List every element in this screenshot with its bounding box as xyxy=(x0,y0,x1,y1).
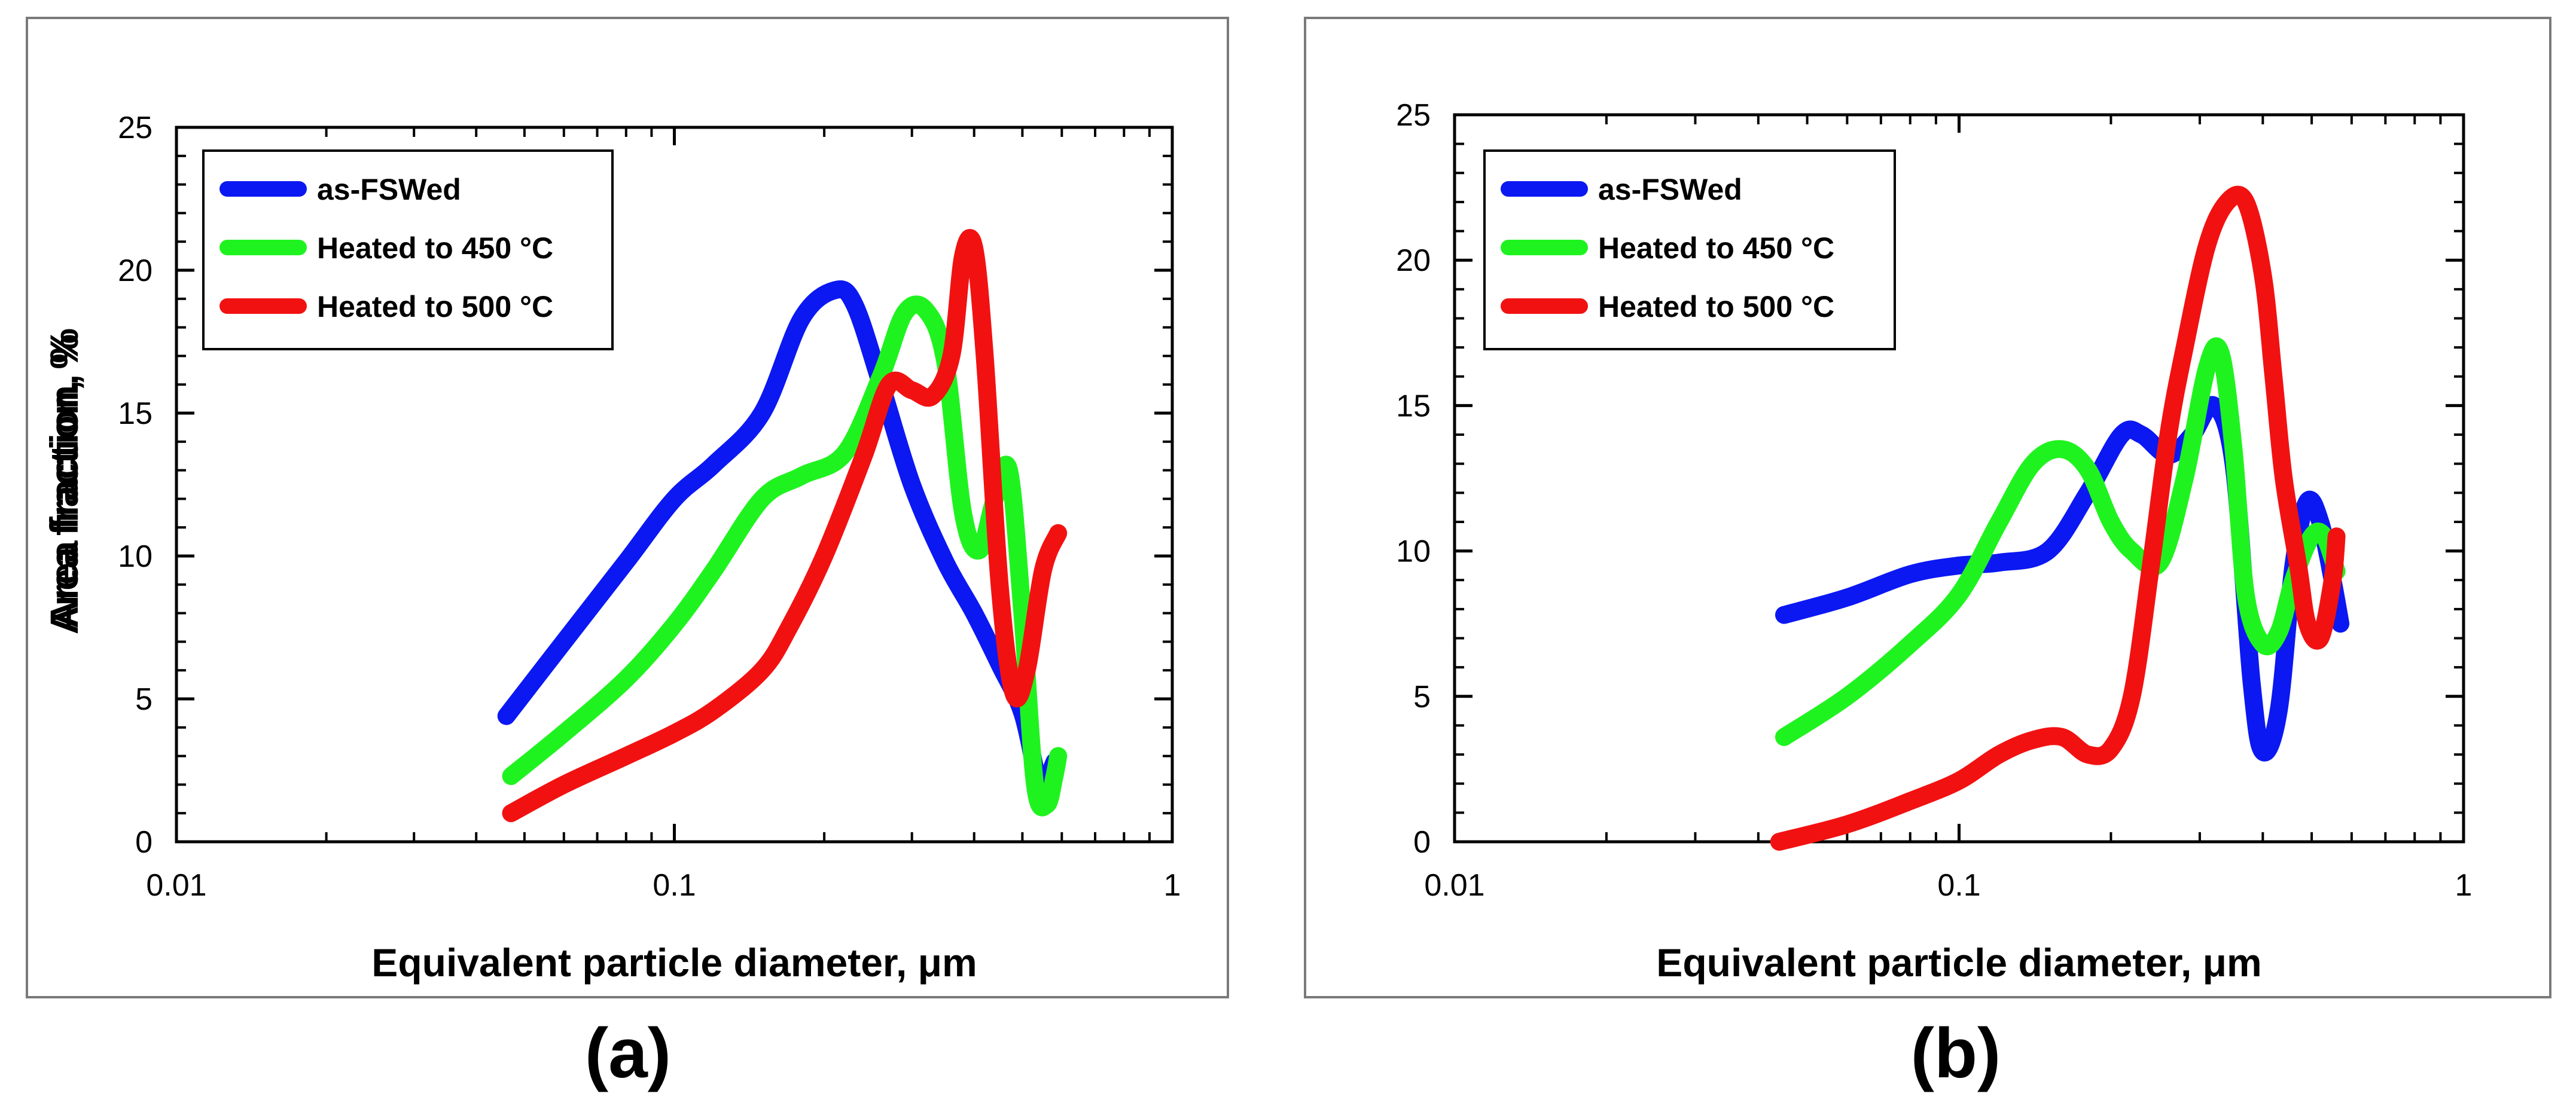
legend: as-FSWed Heated to 450 °C Heated to 500 °C xyxy=(1483,149,1896,350)
y-tick-label: 20 xyxy=(1396,243,1431,278)
series-line xyxy=(1770,185,2346,851)
x-tick-label: 0.1 xyxy=(1937,868,1980,903)
series-line xyxy=(502,229,1068,823)
x-axis-label: Equivalent particle diameter, μm xyxy=(1656,940,2261,985)
x-tick-label: 1 xyxy=(2455,868,2473,903)
y-tick-label: 20 xyxy=(118,253,153,288)
legend-label: Heated to 500 °C xyxy=(317,290,553,323)
legend-label: as-FSWed xyxy=(317,173,461,206)
y-tick-label: 25 xyxy=(1396,98,1431,133)
x-tick-label: 1 xyxy=(1164,868,1181,903)
y-tick-label: 5 xyxy=(1413,680,1431,714)
y-axis-label: Area fraction, % xyxy=(42,334,86,634)
y-tick-label: 15 xyxy=(118,396,153,431)
legend-label: Heated to 500 °C xyxy=(1598,290,1834,323)
x-tick-label: 0.01 xyxy=(1424,868,1484,903)
y-tick-label: 10 xyxy=(1396,534,1431,569)
legend-label: Heated to 450 °C xyxy=(1598,231,1834,265)
y-tick-label: 0 xyxy=(135,825,153,860)
y-tick-label: 15 xyxy=(1396,389,1431,423)
y-tick-label: 25 xyxy=(118,111,153,145)
panel-label-b: (b) xyxy=(1911,1014,2001,1093)
x-axis-label: Equivalent particle diameter, μm xyxy=(371,940,977,985)
y-tick-label: 10 xyxy=(118,539,153,574)
series-line xyxy=(1775,337,2346,746)
x-tick-label: 0.01 xyxy=(146,868,206,903)
panel-border xyxy=(26,17,1229,998)
panel-border xyxy=(1304,17,2551,998)
x-tick-label: 0.1 xyxy=(653,868,696,903)
legend-label: as-FSWed xyxy=(1598,173,1742,206)
legend: as-FSWed Heated to 450 °C Heated to 500 °C xyxy=(202,149,614,350)
y-tick-label: 5 xyxy=(135,682,153,717)
legend-label: Heated to 450 °C xyxy=(317,231,553,265)
y-tick-label: 0 xyxy=(1413,825,1431,860)
panel-label-a: (a) xyxy=(585,1014,671,1093)
y-axis-label: Area fraction, % xyxy=(42,328,86,628)
